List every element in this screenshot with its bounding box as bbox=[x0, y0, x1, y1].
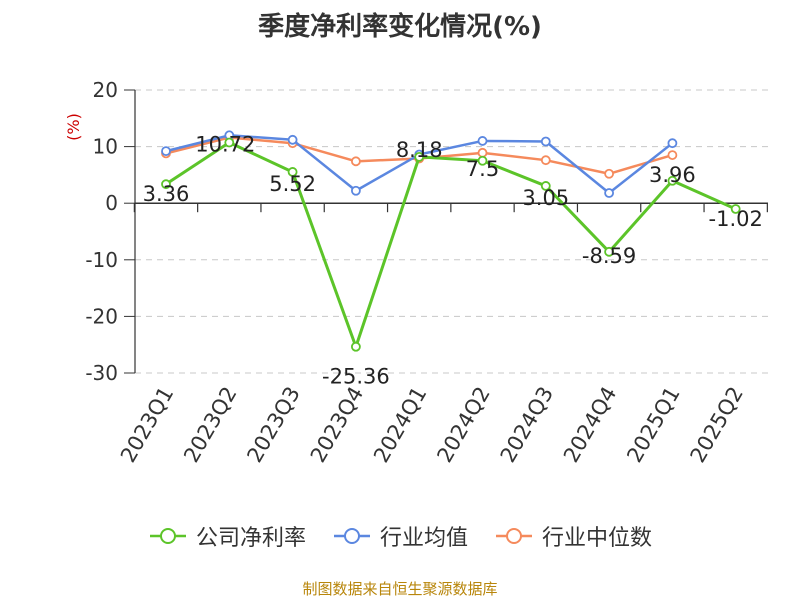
y-tick-label: 20 bbox=[93, 78, 118, 102]
legend-label: 行业均值 bbox=[379, 526, 468, 551]
x-tick-label: 2023Q3 bbox=[242, 383, 304, 467]
y-tick-label: -30 bbox=[85, 361, 118, 385]
data-point bbox=[667, 175, 678, 186]
data-point bbox=[604, 246, 614, 257]
y-axis-label: (%) bbox=[64, 113, 83, 141]
data-label: -1.02 bbox=[709, 207, 763, 231]
data-label: 3.36 bbox=[143, 182, 190, 206]
data-point bbox=[477, 155, 488, 166]
data-label: -25.36 bbox=[322, 365, 390, 389]
legend-item-industry-median[interactable]: 行业中位数 bbox=[494, 520, 652, 552]
legend-marker bbox=[506, 528, 522, 544]
data-label: 3.05 bbox=[522, 186, 569, 210]
legend-swatch-icon bbox=[496, 528, 532, 544]
data-point bbox=[667, 150, 678, 160]
legend-item-company[interactable]: 公司净利率 bbox=[148, 520, 306, 552]
x-tick-label: 2025Q1 bbox=[622, 383, 684, 467]
x-tick-label: 2023Q4 bbox=[306, 383, 368, 467]
data-label: 7.5 bbox=[466, 157, 499, 181]
data-point bbox=[667, 138, 678, 149]
data-point bbox=[161, 179, 171, 190]
data-point bbox=[414, 152, 425, 162]
x-tick-label: 2024Q1 bbox=[369, 383, 431, 467]
data-source-note: 制图数据来自恒生聚源数据库 bbox=[302, 580, 498, 598]
data-point bbox=[730, 204, 741, 214]
legend-marker bbox=[159, 528, 176, 544]
data-point bbox=[161, 146, 171, 157]
legend-label: 行业中位数 bbox=[542, 526, 653, 551]
data-point bbox=[477, 147, 488, 158]
legend-swatch-icon bbox=[333, 528, 370, 544]
data-point bbox=[540, 181, 551, 191]
x-tick-label: 2024Q2 bbox=[432, 383, 494, 467]
data-point bbox=[604, 188, 614, 198]
data-point bbox=[287, 134, 298, 145]
data-point bbox=[540, 136, 551, 147]
y-tick-label: -20 bbox=[85, 304, 118, 328]
data-point bbox=[604, 168, 614, 179]
data-label: 3.96 bbox=[649, 163, 696, 187]
data-point bbox=[350, 185, 361, 196]
data-point bbox=[287, 167, 298, 177]
x-tick-label: 2024Q3 bbox=[496, 383, 558, 467]
data-label: 10.72 bbox=[195, 133, 255, 157]
data-point bbox=[224, 137, 235, 148]
data-label: -8.59 bbox=[582, 244, 636, 268]
legend-marker bbox=[343, 528, 360, 544]
data-point bbox=[350, 341, 361, 352]
y-tick-label: 10 bbox=[93, 135, 118, 159]
y-tick-label: -10 bbox=[85, 248, 118, 272]
x-tick-label: 2023Q2 bbox=[179, 383, 241, 467]
chart-title: 季度净利率变化情况(%) bbox=[258, 12, 542, 42]
data-point bbox=[350, 156, 361, 167]
x-tick-label: 2023Q1 bbox=[116, 383, 178, 467]
x-tick-label: 2025Q2 bbox=[686, 383, 748, 467]
series-line bbox=[165, 141, 737, 349]
legend-swatch-icon bbox=[149, 528, 186, 544]
legend: 公司净利率 行业均值 行业中位数 bbox=[0, 520, 800, 552]
data-point bbox=[477, 136, 488, 146]
legend-label: 公司净利率 bbox=[195, 526, 306, 551]
legend-item-industry-mean[interactable]: 行业均值 bbox=[332, 520, 468, 552]
y-tick-label: 0 bbox=[105, 191, 118, 215]
x-tick-label: 2024Q4 bbox=[559, 383, 621, 467]
data-point bbox=[540, 155, 551, 166]
data-label: 8.18 bbox=[396, 138, 443, 162]
data-label: 5.52 bbox=[269, 172, 316, 196]
